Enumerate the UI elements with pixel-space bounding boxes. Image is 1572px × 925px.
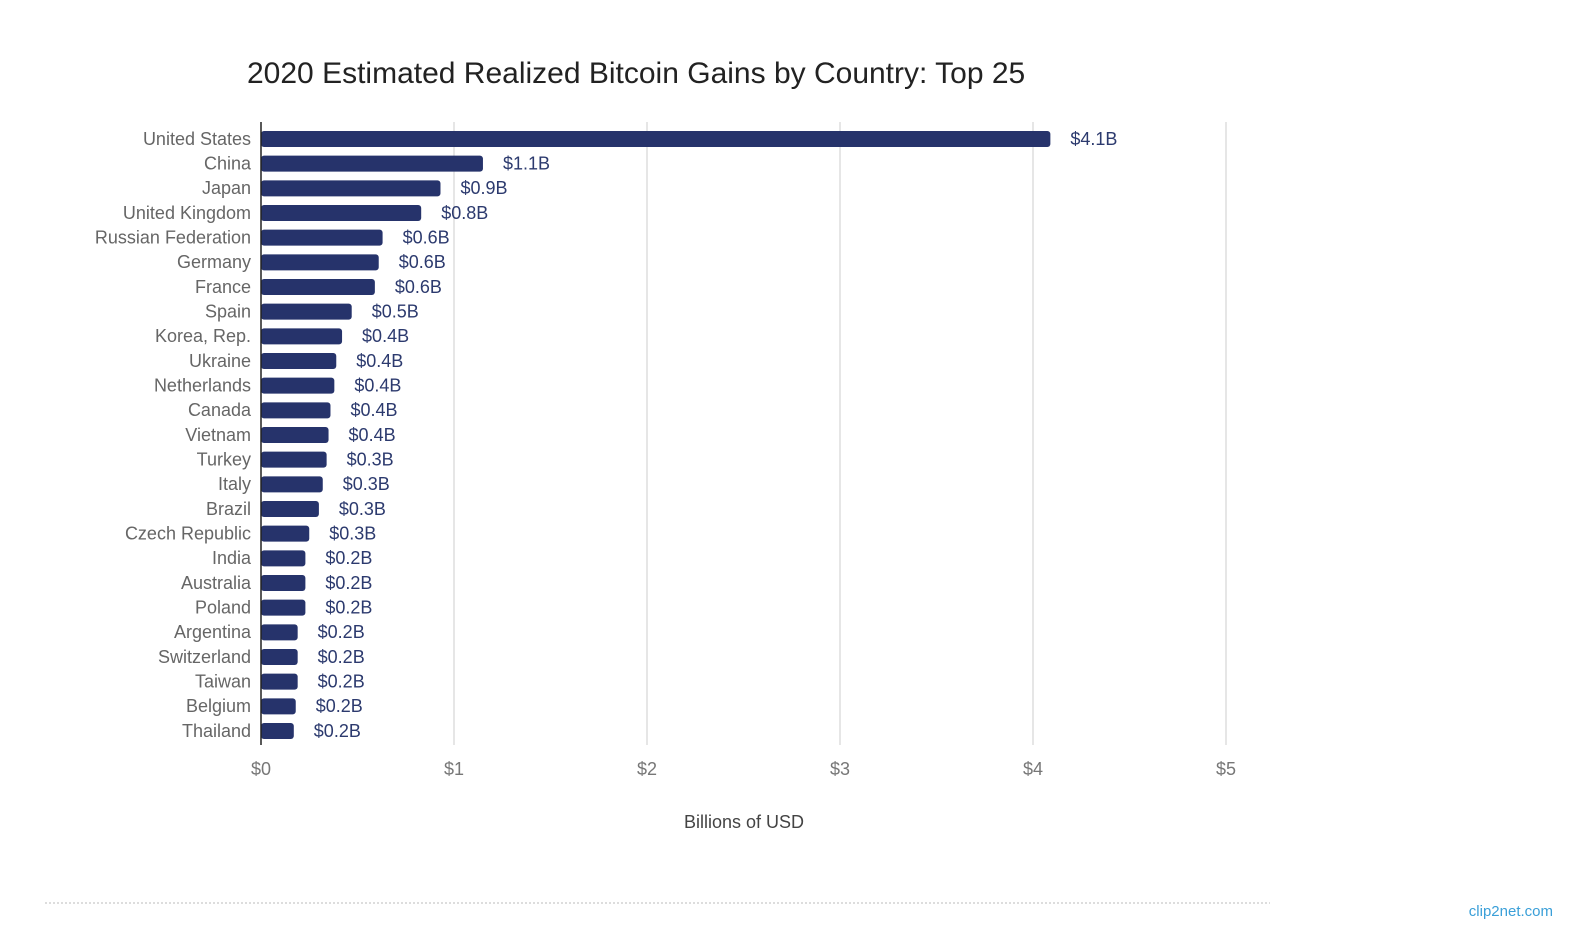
y-tick-label: Italy xyxy=(218,474,251,494)
bar xyxy=(261,353,337,369)
bar xyxy=(261,649,298,665)
value-label: $0.2B xyxy=(318,622,365,642)
value-label: $0.3B xyxy=(329,523,376,543)
y-tick-label: France xyxy=(195,277,251,297)
y-tick-label: United States xyxy=(143,129,251,149)
x-tick-label: $2 xyxy=(637,759,657,779)
bar xyxy=(261,476,323,493)
bar xyxy=(261,402,331,419)
bar xyxy=(261,451,327,468)
value-label: $0.2B xyxy=(325,597,372,617)
x-axis-label: Billions of USD xyxy=(684,812,804,832)
value-label: $1.1B xyxy=(503,153,550,173)
y-tick-label: Germany xyxy=(177,252,251,272)
y-tick-label: India xyxy=(212,548,252,568)
value-label: $0.8B xyxy=(441,203,488,223)
chart-title: 2020 Estimated Realized Bitcoin Gains by… xyxy=(247,57,1025,90)
bar xyxy=(261,377,335,394)
y-tick-label: Australia xyxy=(181,573,252,593)
bar xyxy=(261,698,296,715)
value-label: $0.2B xyxy=(318,671,365,691)
y-tick-label: Russian Federation xyxy=(95,227,251,247)
bar xyxy=(261,279,375,295)
y-tick-label: Canada xyxy=(188,400,252,420)
value-label: $0.4B xyxy=(354,375,401,395)
y-tick-label: Japan xyxy=(202,178,251,198)
value-label: $0.4B xyxy=(350,400,397,420)
y-tick-label: Switzerland xyxy=(158,647,251,667)
value-label: $0.3B xyxy=(343,474,390,494)
bar xyxy=(261,673,298,690)
value-label: $0.2B xyxy=(316,696,363,716)
y-tick-label: United Kingdom xyxy=(123,203,251,223)
value-label: $0.6B xyxy=(399,252,446,272)
y-tick-label: Netherlands xyxy=(154,375,251,395)
y-tick-label: Brazil xyxy=(206,499,251,519)
y-tick-label: Argentina xyxy=(174,622,252,642)
bar xyxy=(261,525,310,542)
bar xyxy=(261,229,383,246)
y-tick-label: China xyxy=(204,153,252,173)
value-label: $4.1B xyxy=(1070,129,1117,149)
value-label: $0.2B xyxy=(325,573,372,593)
value-label: $0.6B xyxy=(395,277,442,297)
y-tick-label: Vietnam xyxy=(185,425,251,445)
bar xyxy=(261,155,483,172)
y-tick-label: Korea, Rep. xyxy=(155,326,251,346)
bar xyxy=(261,131,1051,147)
bar xyxy=(261,254,379,271)
y-tick-label: Belgium xyxy=(186,696,251,716)
value-label: $0.3B xyxy=(347,449,394,469)
value-label: $0.2B xyxy=(325,548,372,568)
y-tick-label: Thailand xyxy=(182,721,251,741)
value-label: $0.5B xyxy=(372,301,419,321)
bar xyxy=(261,205,422,221)
watermark: clip2net.com xyxy=(1469,903,1553,920)
x-tick-label: $1 xyxy=(444,759,464,779)
value-label: $0.9B xyxy=(460,178,507,198)
bar xyxy=(261,550,306,567)
bar xyxy=(261,427,329,443)
value-label: $0.2B xyxy=(318,647,365,667)
y-tick-label: Poland xyxy=(195,597,251,617)
bar xyxy=(261,180,441,197)
bar xyxy=(261,624,298,641)
value-label: $0.4B xyxy=(356,351,403,371)
x-tick-label: $3 xyxy=(830,759,850,779)
y-tick-label: Taiwan xyxy=(195,671,251,691)
value-label: $0.3B xyxy=(339,499,386,519)
bar xyxy=(261,328,343,345)
y-tick-label: Turkey xyxy=(197,449,251,469)
bar xyxy=(261,599,306,616)
bar xyxy=(261,723,294,739)
bar xyxy=(261,303,352,320)
value-label: $0.4B xyxy=(362,326,409,346)
value-label: $0.4B xyxy=(349,425,396,445)
x-tick-label: $0 xyxy=(251,759,271,779)
value-label: $0.6B xyxy=(403,227,450,247)
bar xyxy=(261,575,306,591)
y-tick-label: Spain xyxy=(205,301,251,321)
y-tick-label: Ukraine xyxy=(189,351,251,371)
x-tick-label: $4 xyxy=(1023,759,1043,779)
value-label: $0.2B xyxy=(314,721,361,741)
x-tick-label: $5 xyxy=(1216,759,1236,779)
bar xyxy=(261,501,319,517)
y-tick-label: Czech Republic xyxy=(125,523,251,543)
